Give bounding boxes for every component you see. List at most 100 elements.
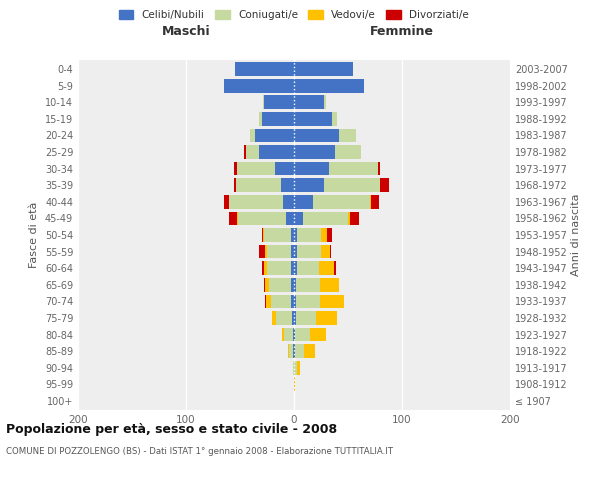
Bar xyxy=(350,212,359,225)
Bar xyxy=(224,79,294,92)
Bar xyxy=(296,294,320,308)
Bar xyxy=(259,146,294,159)
Bar xyxy=(294,195,313,208)
Bar xyxy=(316,311,337,324)
Bar xyxy=(321,245,329,258)
Bar xyxy=(287,344,289,358)
Bar xyxy=(294,112,332,126)
Bar xyxy=(321,228,328,242)
Bar xyxy=(332,112,337,126)
Bar xyxy=(294,262,297,275)
Bar xyxy=(291,228,294,242)
Bar xyxy=(272,311,275,324)
Bar xyxy=(294,245,297,258)
Bar xyxy=(238,212,286,225)
Text: COMUNE DI POZZOLENGO (BS) - Dati ISTAT 1° gennaio 2008 - Elaborazione TUTTITALIA: COMUNE DI POZZOLENGO (BS) - Dati ISTAT 1… xyxy=(6,448,393,456)
Bar xyxy=(293,361,294,374)
Bar xyxy=(291,278,294,291)
Bar xyxy=(264,96,294,109)
Y-axis label: Fasce di età: Fasce di età xyxy=(29,202,39,268)
Bar xyxy=(224,195,229,208)
Bar xyxy=(294,294,296,308)
Bar xyxy=(294,146,335,159)
Bar xyxy=(264,228,291,242)
Bar xyxy=(266,294,271,308)
Bar xyxy=(378,162,380,175)
Bar xyxy=(294,228,297,242)
Bar xyxy=(267,262,291,275)
Bar xyxy=(233,162,237,175)
Bar xyxy=(320,294,344,308)
Bar xyxy=(265,278,269,291)
Bar xyxy=(380,178,389,192)
Bar xyxy=(304,344,314,358)
Bar xyxy=(236,178,281,192)
Bar xyxy=(264,278,265,291)
Bar xyxy=(263,96,264,109)
Bar xyxy=(235,62,294,76)
Bar xyxy=(302,212,348,225)
Bar xyxy=(328,228,332,242)
Bar xyxy=(237,162,275,175)
Bar xyxy=(370,195,371,208)
Bar xyxy=(294,311,296,324)
Legend: Celibi/Nubili, Coniugati/e, Vedovi/e, Divorziati/e: Celibi/Nubili, Coniugati/e, Vedovi/e, Di… xyxy=(115,6,473,25)
Bar xyxy=(294,212,302,225)
Bar xyxy=(335,146,361,159)
Bar xyxy=(294,162,329,175)
Bar xyxy=(282,328,284,342)
Y-axis label: Anni di nascita: Anni di nascita xyxy=(571,194,581,276)
Bar xyxy=(255,128,294,142)
Bar xyxy=(297,228,321,242)
Bar xyxy=(262,228,263,242)
Bar xyxy=(294,278,296,291)
Bar xyxy=(324,96,326,109)
Bar xyxy=(262,262,264,275)
Bar xyxy=(297,361,301,374)
Bar xyxy=(294,128,340,142)
Bar xyxy=(229,212,237,225)
Bar xyxy=(294,178,324,192)
Bar xyxy=(334,262,336,275)
Bar xyxy=(320,278,340,291)
Bar xyxy=(275,162,294,175)
Bar xyxy=(233,178,236,192)
Bar xyxy=(324,178,380,192)
Bar xyxy=(295,344,304,358)
Bar xyxy=(289,344,293,358)
Bar xyxy=(244,146,247,159)
Bar xyxy=(291,262,294,275)
Bar xyxy=(281,178,294,192)
Text: Maschi: Maschi xyxy=(161,24,211,38)
Bar xyxy=(294,96,324,109)
Bar xyxy=(269,278,291,291)
Bar xyxy=(319,262,334,275)
Bar xyxy=(294,328,295,342)
Bar xyxy=(265,294,266,308)
Bar xyxy=(259,245,265,258)
Bar xyxy=(294,344,295,358)
Bar xyxy=(297,245,321,258)
Text: Femmine: Femmine xyxy=(370,24,434,38)
Bar xyxy=(267,245,291,258)
Bar xyxy=(286,212,294,225)
Bar xyxy=(264,262,267,275)
Bar xyxy=(259,112,262,126)
Bar xyxy=(291,245,294,258)
Bar xyxy=(293,328,294,342)
Bar xyxy=(329,245,331,258)
Bar xyxy=(294,62,353,76)
Bar xyxy=(371,195,379,208)
Bar xyxy=(294,361,297,374)
Bar xyxy=(275,311,292,324)
Bar xyxy=(294,378,295,391)
Bar xyxy=(237,212,238,225)
Bar xyxy=(310,328,326,342)
Bar xyxy=(265,245,267,258)
Bar xyxy=(262,112,294,126)
Bar xyxy=(291,294,294,308)
Bar xyxy=(313,195,370,208)
Bar xyxy=(293,344,294,358)
Bar xyxy=(250,128,255,142)
Bar xyxy=(340,128,356,142)
